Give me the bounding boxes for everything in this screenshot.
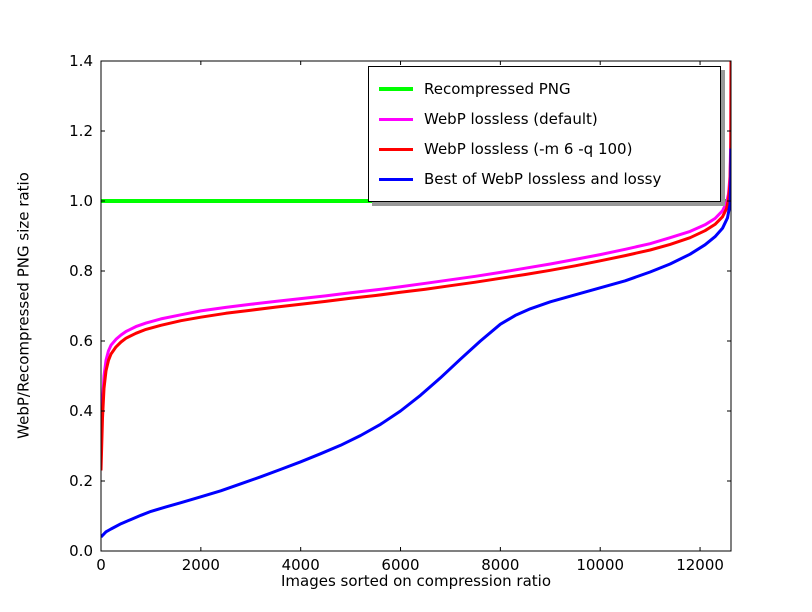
x-tick-label: 10000 — [576, 556, 624, 574]
series-line-1 — [101, 61, 731, 452]
y-tick-label: 1.4 — [69, 52, 93, 70]
legend-item: WebP lossless (-m 6 -q 100) — [379, 134, 710, 164]
x-tick-label: 6000 — [381, 556, 419, 574]
series-line-2 — [101, 61, 731, 471]
x-tick-label: 4000 — [282, 556, 320, 574]
x-tick-label: 0 — [96, 556, 106, 574]
series-line-3 — [101, 148, 731, 539]
x-tick-label: 8000 — [481, 556, 519, 574]
legend-label: WebP lossless (default) — [424, 110, 598, 128]
y-tick-label: 1.2 — [69, 122, 93, 140]
legend-item: Recompressed PNG — [379, 74, 710, 104]
legend: Recompressed PNG WebP lossless (default) W… — [368, 66, 721, 202]
legend-line-sample — [379, 177, 413, 181]
legend-line-sample — [379, 147, 413, 151]
y-tick-label: 0.4 — [69, 402, 93, 420]
legend-line-sample — [379, 87, 413, 91]
y-tick-label: 1.0 — [69, 192, 93, 210]
y-tick-label: 0.8 — [69, 262, 93, 280]
plot-border — [100, 60, 732, 552]
y-axis-label: WebP/Recompressed PNG size ratio — [14, 172, 33, 439]
legend-label: Recompressed PNG — [424, 80, 571, 98]
legend-line-sample — [379, 117, 413, 121]
x-tick-label: 2000 — [182, 556, 220, 574]
x-axis-label: Images sorted on compression ratio — [280, 572, 552, 590]
y-tick-label: 0.2 — [69, 472, 93, 490]
y-tick-label: 0.0 — [69, 542, 93, 560]
legend-label: Best of WebP lossless and lossy — [424, 170, 662, 188]
x-tick-label: 12000 — [676, 556, 724, 574]
legend-item: WebP lossless (default) — [379, 104, 710, 134]
y-tick-label: 0.6 — [69, 332, 93, 350]
legend-item: Best of WebP lossless and lossy — [379, 164, 710, 194]
legend-label: WebP lossless (-m 6 -q 100) — [424, 140, 633, 158]
